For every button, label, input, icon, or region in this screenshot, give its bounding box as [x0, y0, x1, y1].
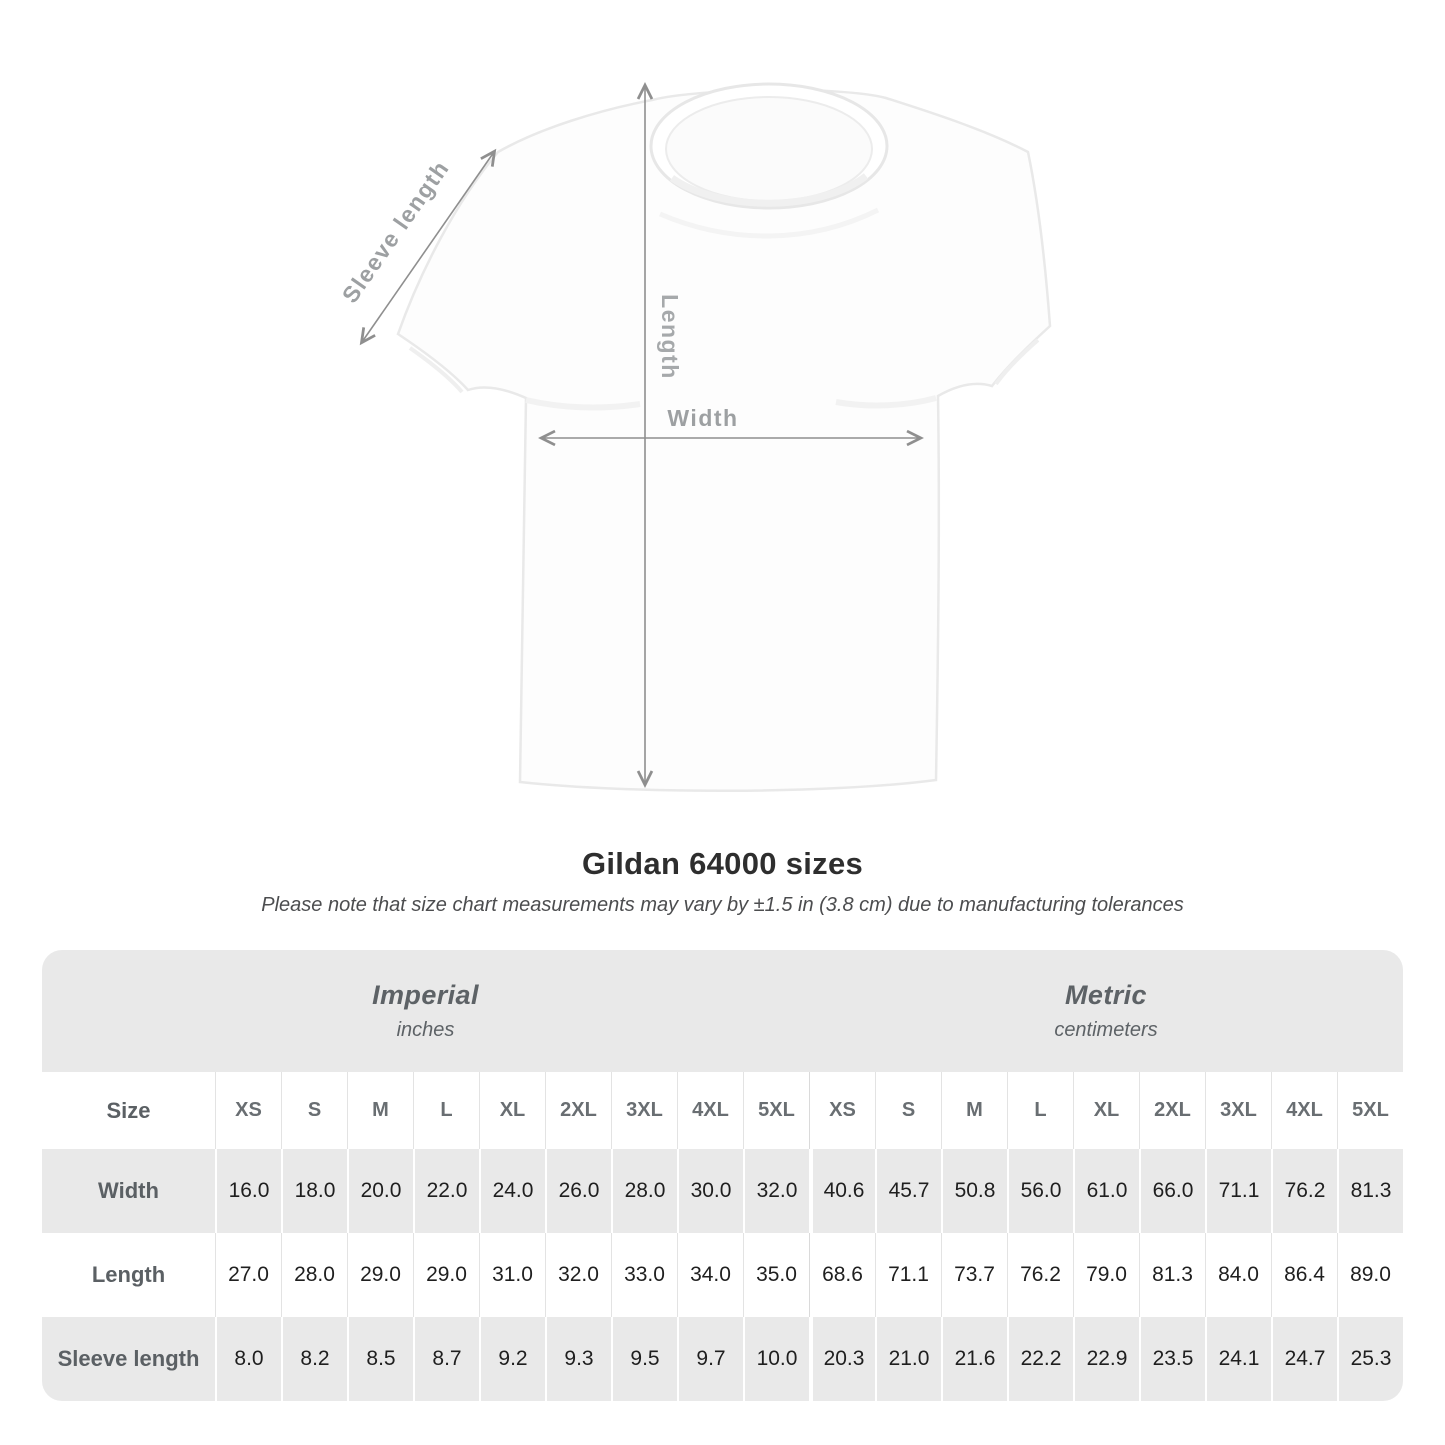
- value-cell: 29.0: [413, 1233, 479, 1317]
- value-cell: 76.2: [1271, 1149, 1337, 1233]
- value-cell: 21.6: [941, 1317, 1007, 1401]
- value-cell: 71.1: [875, 1233, 941, 1317]
- value-cell: 9.2: [479, 1317, 545, 1401]
- size-table: Imperial inches Metric centimeters Size XS S M L…: [42, 950, 1403, 1401]
- row-label: Sleeve length: [42, 1317, 215, 1401]
- value-cell: 9.5: [611, 1317, 677, 1401]
- tshirt-measurement-diagram: Sleeve length Length Width: [337, 82, 1052, 793]
- size-header-cell: 2XL: [545, 1072, 611, 1149]
- value-cell: 86.4: [1271, 1233, 1337, 1317]
- left-armpit-shade: [525, 397, 641, 411]
- left-sleeve-seam: [408, 346, 464, 394]
- value-cell: 56.0: [1007, 1149, 1073, 1233]
- group-label: Imperial: [372, 980, 479, 1010]
- size-header-cell: 5XL: [743, 1072, 809, 1149]
- size-header-cell: 5XL: [1337, 1072, 1403, 1149]
- value-cell: 45.7: [875, 1149, 941, 1233]
- size-header-cell: XS: [809, 1072, 875, 1149]
- value-cell: 79.0: [1073, 1233, 1139, 1317]
- size-header-cell: S: [875, 1072, 941, 1149]
- value-cell: 20.3: [809, 1317, 875, 1401]
- value-cell: 50.8: [941, 1149, 1007, 1233]
- size-column-header: Size: [42, 1072, 215, 1149]
- size-header-cell: XS: [215, 1072, 281, 1149]
- value-cell: 61.0: [1073, 1149, 1139, 1233]
- value-cell: 73.7: [941, 1233, 1007, 1317]
- tolerance-note: Please note that size chart measurements…: [261, 894, 1184, 916]
- size-header-cell: S: [281, 1072, 347, 1149]
- value-cell: 76.2: [1007, 1233, 1073, 1317]
- value-cell: 66.0: [1139, 1149, 1205, 1233]
- size-header-cell: M: [347, 1072, 413, 1149]
- value-cell: 30.0: [677, 1149, 743, 1233]
- value-cell: 24.0: [479, 1149, 545, 1233]
- value-cell: 8.7: [413, 1317, 479, 1401]
- size-header-cell: 4XL: [677, 1072, 743, 1149]
- size-header-cell: M: [941, 1072, 1007, 1149]
- size-header-cell: 3XL: [1205, 1072, 1271, 1149]
- group-label: Metric: [1065, 980, 1147, 1010]
- width-label: Width: [667, 405, 738, 431]
- value-cell: 18.0: [281, 1149, 347, 1233]
- value-cell: 28.0: [281, 1233, 347, 1317]
- row-label: Length: [42, 1233, 215, 1317]
- value-cell: 81.3: [1337, 1149, 1403, 1233]
- value-cell: 22.0: [413, 1149, 479, 1233]
- imperial-group-header: Imperial inches: [42, 950, 809, 1072]
- value-cell: 22.9: [1073, 1317, 1139, 1401]
- value-cell: 68.6: [809, 1233, 875, 1317]
- row-label: Width: [42, 1149, 215, 1233]
- size-header-cell: XL: [1073, 1072, 1139, 1149]
- collar-shadow: [669, 173, 869, 207]
- value-cell: 23.5: [1139, 1317, 1205, 1401]
- value-cell: 32.0: [545, 1233, 611, 1317]
- value-cell: 89.0: [1337, 1233, 1403, 1317]
- value-cell: 24.1: [1205, 1317, 1271, 1401]
- value-cell: 33.0: [611, 1233, 677, 1317]
- metric-group-header: Metric centimeters: [809, 950, 1403, 1072]
- value-cell: 21.0: [875, 1317, 941, 1401]
- value-cell: 8.0: [215, 1317, 281, 1401]
- size-header-cell: L: [1007, 1072, 1073, 1149]
- page-title: Gildan 64000 sizes: [581, 846, 864, 881]
- size-header-cell: 4XL: [1271, 1072, 1337, 1149]
- value-cell: 31.0: [479, 1233, 545, 1317]
- value-cell: 9.7: [677, 1317, 743, 1401]
- value-cell: 29.0: [347, 1233, 413, 1317]
- value-cell: 32.0: [743, 1149, 809, 1233]
- value-cell: 28.0: [611, 1149, 677, 1233]
- under-collar-shade: [659, 207, 880, 239]
- value-cell: 24.7: [1271, 1317, 1337, 1401]
- value-cell: 27.0: [215, 1233, 281, 1317]
- value-cell: 81.3: [1139, 1233, 1205, 1317]
- value-cell: 8.5: [347, 1317, 413, 1401]
- value-cell: 9.3: [545, 1317, 611, 1401]
- value-cell: 20.0: [347, 1149, 413, 1233]
- size-header-cell: L: [413, 1072, 479, 1149]
- value-cell: 10.0: [743, 1317, 809, 1401]
- size-header-cell: 3XL: [611, 1072, 677, 1149]
- sleeve-length-arrow: [359, 148, 497, 346]
- value-cell: 40.6: [809, 1149, 875, 1233]
- value-cell: 84.0: [1205, 1233, 1271, 1317]
- group-unit: inches: [396, 1019, 455, 1041]
- collar-rib: [665, 96, 873, 202]
- value-cell: 25.3: [1337, 1317, 1403, 1401]
- right-armpit-shade: [835, 395, 937, 409]
- value-cell: 8.2: [281, 1317, 347, 1401]
- value-cell: 71.1: [1205, 1149, 1271, 1233]
- value-cell: 26.0: [545, 1149, 611, 1233]
- value-cell: 35.0: [743, 1233, 809, 1317]
- size-header-cell: XL: [479, 1072, 545, 1149]
- size-header-cell: 2XL: [1139, 1072, 1205, 1149]
- group-unit: centimeters: [1054, 1019, 1158, 1041]
- value-cell: 34.0: [677, 1233, 743, 1317]
- right-sleeve-seam: [994, 338, 1040, 386]
- value-cell: 22.2: [1007, 1317, 1073, 1401]
- value-cell: 16.0: [215, 1149, 281, 1233]
- length-label: Length: [657, 294, 683, 380]
